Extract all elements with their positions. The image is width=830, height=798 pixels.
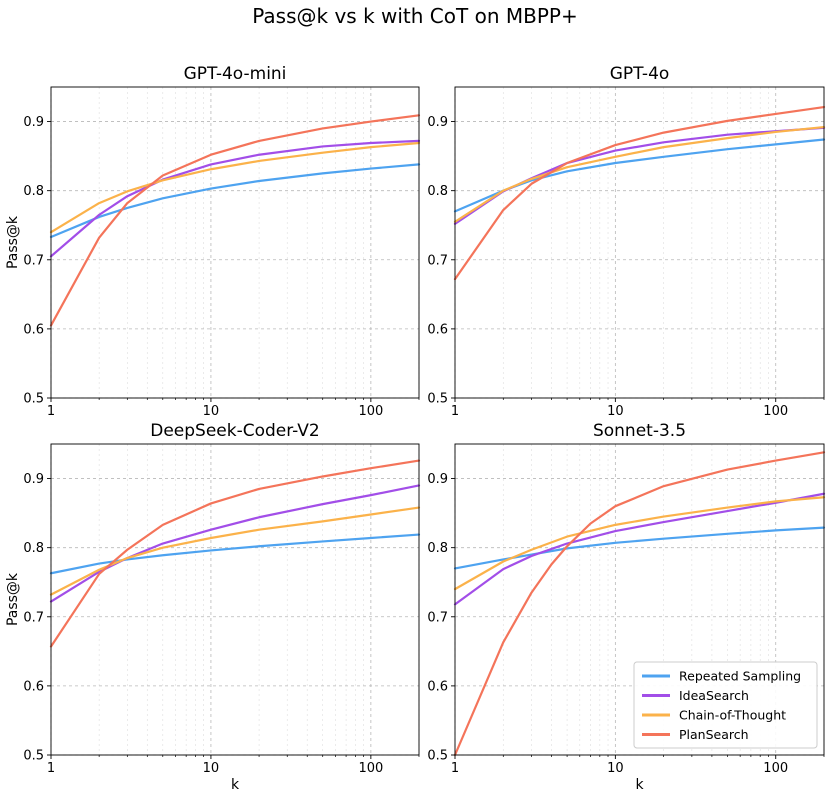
series-lines: [453, 105, 826, 281]
x-axis-label: k: [635, 777, 644, 793]
x-tick-label: 100: [358, 761, 383, 776]
series-line-chain-of-thought: [453, 496, 826, 591]
y-tick-label: 0.8: [427, 541, 448, 556]
subplot-gpt-4o-mini: 1 10 100 0.5 0.6 0.7 0.8 0.9 GPT-4o-mini Pass@k: [5, 64, 421, 419]
series-line-chain-of-thought: [453, 125, 826, 223]
x-tick-label: 10: [203, 404, 220, 419]
series-lines: [49, 114, 421, 327]
legend-label: PlanSearch: [679, 727, 749, 742]
legend-item-repeated-sampling: Repeated Sampling: [642, 669, 801, 684]
x-tick-label: 10: [203, 761, 220, 776]
y-tick-label: 0.5: [427, 749, 448, 764]
series-line-repeated-sampling: [49, 533, 421, 575]
series-line-plansearch: [49, 114, 421, 327]
y-tick-label: 0.5: [427, 392, 448, 407]
series-line-plansearch: [49, 459, 421, 648]
x-tick-label: 100: [763, 404, 788, 419]
ticks: 1 10 100 0.5 0.6 0.7 0.8 0.9: [23, 472, 420, 776]
series-line-ideasearch: [453, 492, 826, 606]
subplot-gpt-4o: 1 10 100 0.5 0.6 0.7 0.8 0.9 GPT-4o: [427, 64, 826, 419]
plot-frame: [50, 86, 420, 399]
series-line-repeated-sampling: [453, 138, 826, 213]
plot-frame: [454, 443, 825, 756]
subplot-title: GPT-4o-mini: [184, 64, 287, 84]
plot-frame: [454, 86, 825, 399]
y-axis-label: Pass@k: [5, 215, 21, 269]
x-tick-label: 1: [47, 404, 55, 419]
x-tick-label: 100: [358, 404, 383, 419]
legend-item-plansearch: PlanSearch: [642, 727, 749, 742]
y-tick-label: 0.6: [427, 322, 448, 337]
y-tick-label: 0.6: [23, 322, 44, 337]
y-tick-label: 0.9: [427, 472, 448, 487]
grid: [50, 87, 420, 399]
y-tick-label: 0.7: [23, 610, 44, 625]
y-tick-label: 0.7: [427, 253, 448, 268]
x-tick-label: 100: [763, 761, 788, 776]
subplot-title: Sonnet-3.5: [593, 421, 686, 441]
x-tick-label: 1: [451, 761, 459, 776]
series-line-ideasearch: [49, 139, 421, 258]
series-lines: [453, 451, 826, 757]
series-lines: [49, 459, 421, 648]
y-tick-label: 0.8: [427, 184, 448, 199]
y-tick-label: 0.8: [23, 184, 44, 199]
legend-box: [633, 661, 818, 749]
ticks: 1 10 100 0.5 0.6 0.7 0.8 0.9: [23, 115, 420, 419]
y-tick-label: 0.8: [23, 541, 44, 556]
x-tick-label: 10: [607, 761, 624, 776]
y-tick-label: 0.9: [23, 115, 44, 130]
ticks: 1 10 100 0.5 0.6 0.7 0.8 0.9: [427, 472, 825, 776]
y-tick-label: 0.9: [23, 472, 44, 487]
y-tick-label: 0.7: [427, 610, 448, 625]
plot-frame: [50, 443, 420, 756]
legend-label: IdeaSearch: [679, 688, 749, 703]
subplot-deepseek-coder-v2: 1 10 100 0.5 0.6 0.7 0.8 0.9 DeepSeek-Coder-V2 k P…: [5, 421, 421, 793]
legend-item-ideasearch: IdeaSearch: [642, 688, 749, 703]
x-tick-label: 1: [451, 404, 459, 419]
subplot-title: GPT-4o: [610, 64, 670, 84]
x-tick-label: 1: [47, 761, 55, 776]
figure-title: Pass@k vs k with CoT on MBPP+: [252, 4, 577, 28]
ticks: 1 10 100 0.5 0.6 0.7 0.8 0.9: [427, 115, 825, 419]
legend: Repeated Sampling IdeaSearch Chain-of-Thou…: [633, 661, 818, 749]
subplot-sonnet-3-5: 1 10 100 0.5 0.6 0.7 0.8 0.9 Sonnet-3.5 k: [427, 421, 826, 793]
series-line-plansearch: [453, 451, 826, 757]
y-tick-label: 0.6: [23, 679, 44, 694]
series-line-chain-of-thought: [49, 141, 421, 234]
legend-item-chain-of-thought: Chain-of-Thought: [642, 708, 786, 723]
x-axis-label: k: [231, 777, 240, 793]
legend-label: Chain-of-Thought: [679, 708, 786, 723]
legend-label: Repeated Sampling: [679, 669, 801, 684]
series-line-repeated-sampling: [49, 163, 421, 239]
subplot-title: DeepSeek-Coder-V2: [150, 421, 320, 441]
y-tick-label: 0.5: [23, 749, 44, 764]
y-tick-label: 0.5: [23, 392, 44, 407]
series-line-plansearch: [453, 105, 826, 281]
y-axis-label: Pass@k: [5, 572, 21, 626]
y-tick-label: 0.6: [427, 679, 448, 694]
y-tick-label: 0.7: [23, 253, 44, 268]
grid: [50, 444, 420, 756]
y-tick-label: 0.9: [427, 115, 448, 130]
x-tick-label: 10: [607, 404, 624, 419]
